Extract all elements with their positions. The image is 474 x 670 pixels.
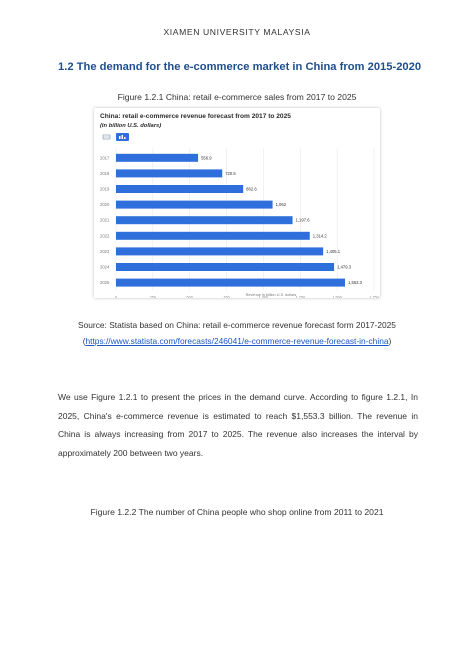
chart-subtitle: (in billion U.S. dollars): [100, 123, 161, 129]
figure-source: Source: Statista based on China: retail …: [78, 320, 396, 330]
data-label: 1,062: [276, 202, 287, 207]
x-tick-label: 500: [187, 295, 193, 298]
data-label: 1,479.3: [337, 265, 352, 270]
x-tick-label: 750: [223, 295, 229, 298]
data-label: 1,197.6: [296, 218, 311, 223]
data-label: 720.5: [225, 171, 236, 176]
x-tick-label: 1,000: [259, 295, 269, 298]
data-label: 862.6: [246, 187, 257, 192]
figure-caption: Figure 1.2.1 China: retail e-commerce sa…: [117, 92, 357, 102]
link-open-paren: (: [82, 336, 86, 346]
y-category-label: 2025: [100, 280, 110, 285]
bar: [116, 263, 335, 271]
y-category-label: 2022: [100, 233, 110, 238]
section-title: 1.2 The demand for the e-commerce market…: [58, 61, 422, 73]
x-tick-label: 1,250: [296, 295, 306, 298]
bar: [116, 153, 199, 162]
bar: [116, 247, 324, 256]
bar: [116, 231, 310, 240]
bar: [116, 216, 293, 225]
bar-chart-icon: [119, 135, 126, 139]
data-label: 1,553.3: [348, 280, 363, 285]
bar: [116, 278, 346, 287]
bar: [116, 200, 273, 209]
link-close-paren: ): [388, 336, 392, 346]
y-category-label: 2019: [100, 187, 110, 192]
data-label: 1,314.2: [313, 233, 328, 238]
x-tick-label: 0: [115, 295, 117, 298]
data-label: 1,405.1: [326, 249, 341, 254]
figure-source-link-line: (https://www.statista.com/forecasts/2460…: [0, 336, 474, 346]
y-category-label: 2018: [100, 171, 110, 176]
y-category-label: 2021: [100, 218, 110, 223]
body-paragraph: We use Figure 1.2.1 to present the price…: [58, 392, 418, 458]
y-category-label: 2024: [100, 265, 110, 270]
x-tick-label: 1,750: [369, 295, 379, 298]
table-icon: [102, 134, 111, 140]
x-tick-label: 250: [150, 295, 156, 298]
bar-chart: China: retail e-commerce revenue forecas…: [100, 113, 379, 298]
x-tick-label: 1,500: [332, 295, 342, 298]
source-link[interactable]: https://www.statista.com/forecasts/24604…: [85, 336, 389, 346]
chart-title: China: retail e-commerce revenue forecas…: [100, 113, 291, 120]
y-category-label: 2023: [100, 249, 110, 254]
figure-caption-2: Figure 1.2.2 The number of China people …: [90, 507, 384, 517]
bar: [116, 185, 244, 193]
y-category-label: 2020: [100, 202, 110, 207]
bar: [116, 169, 223, 178]
data-label: 556.9: [201, 155, 212, 160]
y-category-label: 2017: [100, 155, 110, 160]
chart-figure: China: retail e-commerce revenue forecas…: [94, 108, 380, 298]
page-header: XIAMEN UNIVERSITY MALAYSIA: [163, 27, 311, 37]
x-axis-label: Revenue in billion U.S. dollars: [246, 293, 297, 297]
